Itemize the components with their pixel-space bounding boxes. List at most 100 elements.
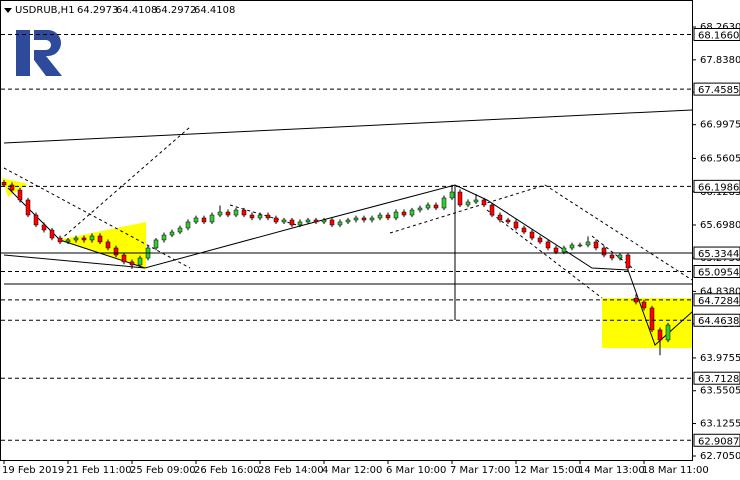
pattern-highlight [2, 178, 28, 197]
candle-body [401, 211, 407, 216]
candle-body [505, 219, 511, 223]
level-label-box [693, 28, 740, 41]
candle-body [425, 204, 431, 209]
candle-body [577, 244, 583, 247]
axis-layer: 68.263067.838067.418566.997566.560566.12… [1, 22, 740, 476]
x-tick-label: 7 Mar 17:00 [450, 465, 510, 476]
candle-body [9, 184, 15, 191]
channel-line [544, 184, 693, 281]
candle-body [161, 234, 167, 241]
candle-body [129, 261, 135, 266]
candle-body [105, 241, 111, 249]
level-label: 64.4638 [698, 316, 739, 327]
x-tick-label: 18 Mar 11:00 [642, 465, 709, 476]
candle-body [153, 239, 159, 249]
level-label: 62.9087 [698, 436, 739, 447]
x-tick-label: 4 Mar 12:00 [322, 465, 382, 476]
candle-body [81, 237, 87, 241]
logo-bar [16, 30, 30, 76]
candle-body [257, 214, 263, 219]
candle-body [241, 209, 247, 216]
candle-body [481, 199, 487, 206]
y-tick-label: 66.5605 [700, 153, 740, 164]
level-label: 64.7284 [698, 296, 739, 307]
x-tick-label: 19 Feb 2019 [2, 465, 64, 476]
candle-body [89, 235, 95, 241]
channel-line [59, 126, 191, 241]
candle-body [377, 214, 383, 219]
level-label: 65.3344 [698, 249, 739, 260]
candle-body [385, 214, 391, 219]
candle-body [529, 231, 535, 239]
quote-value: 64.2972 [155, 5, 196, 16]
channel-line [229, 204, 301, 227]
quote-value: 64.4108 [194, 5, 235, 16]
candle-body [97, 235, 103, 243]
y-tick-label: 65.6980 [700, 220, 740, 231]
channel-line [3, 167, 191, 269]
candle-body [465, 201, 471, 206]
candle-body [1, 182, 7, 186]
candle-body [345, 219, 351, 223]
candle-body [337, 221, 343, 226]
candle-body [585, 241, 591, 246]
candle-body [473, 199, 479, 203]
candle-body [289, 219, 295, 226]
candle-body [361, 217, 367, 221]
candle-body [545, 241, 551, 249]
candle-body [369, 217, 375, 221]
y-tick-label: 62.7050 [700, 451, 740, 462]
candle-body [569, 244, 575, 249]
candle-body [49, 229, 55, 239]
candle-body [25, 199, 31, 216]
candle-body [201, 217, 207, 223]
candle-body [393, 211, 399, 219]
symbol: USDRUB,H1 [15, 5, 75, 16]
candle-body [137, 257, 143, 266]
trend-line [3, 109, 693, 144]
candle-body [321, 219, 327, 223]
x-tick-label: 28 Feb 14:00 [258, 465, 324, 476]
x-tick-label: 21 Feb 11:00 [66, 465, 132, 476]
candle-body [329, 219, 335, 226]
candle-body [273, 217, 279, 223]
level-label: 68.1660 [698, 31, 739, 42]
candle-body [281, 219, 287, 223]
candle-body [441, 197, 447, 209]
candle-body [521, 227, 527, 233]
candle-body [561, 247, 567, 253]
logo-mark [34, 30, 62, 76]
wave-line [627, 269, 693, 346]
y-tick-label: 68.2630 [700, 22, 740, 33]
candle-body [457, 191, 463, 206]
candle-body [553, 247, 559, 253]
candle-body [489, 204, 495, 216]
candles [1, 180, 671, 356]
candle-body [265, 214, 271, 219]
level-label-box [693, 313, 740, 327]
candle-body [57, 237, 63, 243]
candle-body [353, 217, 359, 221]
candle-body [297, 221, 303, 226]
candle-body [601, 247, 607, 256]
candle-body [121, 254, 127, 263]
candle-body [513, 221, 519, 229]
candle-body [433, 204, 439, 209]
wave-line [3, 254, 146, 269]
level-label-box [693, 433, 740, 447]
candle-body [409, 209, 415, 216]
y-tick-label: 63.5505 [700, 386, 740, 397]
logo [16, 30, 62, 76]
y-tick-label: 64.8380 [700, 286, 740, 297]
x-tick-label: 12 Mar 15:00 [514, 465, 581, 476]
channel-line [486, 209, 603, 299]
level-label: 66.1986 [698, 182, 739, 193]
x-tick-label: 25 Feb 09:00 [130, 465, 196, 476]
plot-frame [0, 0, 693, 461]
candle-body [177, 227, 183, 233]
wave-line [7, 184, 629, 271]
candle-body [593, 241, 599, 249]
candle-body [657, 329, 663, 341]
quote-value: 64.2973 [77, 5, 118, 16]
